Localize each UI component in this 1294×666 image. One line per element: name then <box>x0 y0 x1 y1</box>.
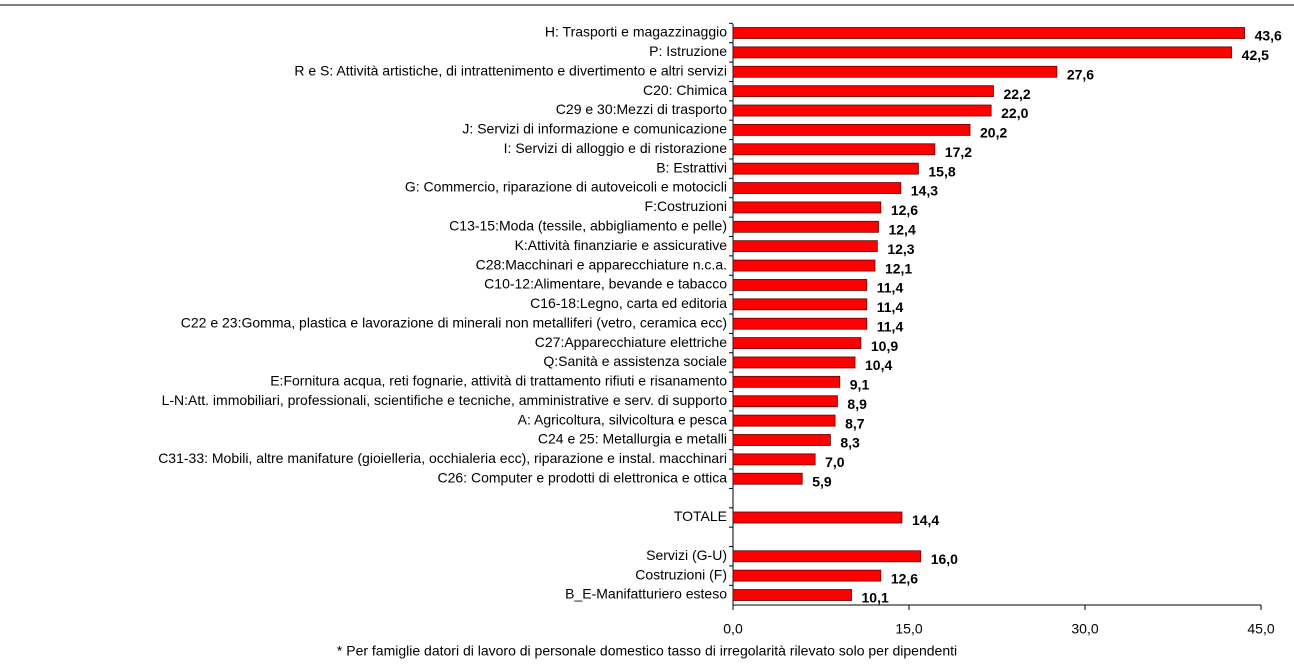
value-label: 42,5 <box>1242 47 1269 63</box>
value-label: 22,2 <box>1003 86 1030 102</box>
bar <box>732 220 879 233</box>
y-tick-label: C28:Macchinari e apparecchiature n.c.a. <box>476 256 727 272</box>
y-tick-label: Costruzioni (F) <box>635 566 727 582</box>
bar <box>732 27 1245 39</box>
value-label: 16,0 <box>931 551 958 567</box>
bar <box>732 46 1233 59</box>
value-label: 10,9 <box>871 338 898 354</box>
y-tick-label: L-N:Att. immobiliari, professionali, sci… <box>162 392 728 408</box>
y-tick-label: C22 e 23:Gomma, plastica e lavorazione d… <box>181 314 727 330</box>
x-tick-label: 30,0 <box>1071 621 1098 637</box>
value-label: 17,2 <box>945 144 972 160</box>
y-tick-label: C10-12:Alimentare, bevande e tabacco <box>484 276 727 292</box>
bar <box>732 143 936 156</box>
y-tick-label: G: Commercio, riparazione di autoveicoli… <box>405 179 727 195</box>
footnote: * Per famiglie datori di lavoro di perso… <box>337 643 957 659</box>
value-label: 8,9 <box>847 396 867 412</box>
bar <box>732 279 868 291</box>
bar <box>732 317 868 330</box>
bar <box>732 569 882 582</box>
y-tick-label: E:Fornitura acqua, reti fognarie, attivi… <box>270 373 727 389</box>
bar <box>732 85 994 98</box>
value-label: 9,1 <box>850 377 870 393</box>
bar <box>732 182 902 194</box>
value-label: 12,1 <box>885 260 912 276</box>
value-label: 22,0 <box>1001 105 1028 121</box>
value-label: 12,6 <box>891 570 918 586</box>
value-label: 12,3 <box>887 241 914 257</box>
y-tick-label: B: Estrattivi <box>656 159 727 175</box>
bar <box>732 434 831 446</box>
y-tick-label: C31-33: Mobili, altre manifature (gioiel… <box>158 450 727 466</box>
value-label: 7,0 <box>825 454 845 470</box>
y-tick-label: Servizi (G-U) <box>646 547 727 563</box>
y-tick-label: B_E-Manifatturiero esteso <box>565 586 727 602</box>
bar <box>732 395 838 408</box>
bar <box>732 104 992 117</box>
value-label: 12,6 <box>891 202 918 218</box>
x-tick-label: 45,0 <box>1247 621 1274 637</box>
bar <box>732 414 836 427</box>
bar <box>732 356 856 369</box>
x-tick-label: 15,0 <box>895 621 922 637</box>
bar <box>732 298 868 311</box>
bar <box>732 201 882 214</box>
y-tick-label: J: Servizi di informazione e comunicazio… <box>462 121 727 137</box>
y-tick-label: TOTALE <box>674 508 727 524</box>
bar <box>732 472 803 485</box>
y-tick-label: C29 e 30:Mezzi di trasporto <box>556 101 727 117</box>
bar <box>732 550 922 563</box>
bar <box>732 259 876 272</box>
bar <box>732 337 862 349</box>
y-tick-label: Q:Sanità e assistenza sociale <box>543 353 727 369</box>
y-tick-label: C16-18:Legno, carta ed editoria <box>530 295 727 311</box>
y-tick-label: H: Trasporti e magazzinaggio <box>545 24 727 40</box>
bar <box>732 375 841 388</box>
bar <box>732 65 1058 78</box>
y-tick-label: F:Costruzioni <box>645 198 727 214</box>
y-tick-label: A: Agricoltura, silvicoltura e pesca <box>518 411 728 427</box>
value-label: 11,4 <box>877 280 904 296</box>
y-tick-label: C24 e 25: Metallurgia e metalli <box>538 431 727 447</box>
value-label: 14,4 <box>912 512 939 528</box>
bar <box>732 589 852 601</box>
value-label: 10,4 <box>865 357 892 373</box>
value-label: 12,4 <box>888 222 915 238</box>
bar <box>732 124 971 136</box>
y-tick-label: P: Istruzione <box>649 43 727 59</box>
value-label: 11,4 <box>877 299 904 315</box>
y-tick-label: R e S: Attività artistiche, di intratten… <box>294 62 727 78</box>
bar <box>732 453 816 466</box>
value-label: 8,7 <box>845 415 865 431</box>
value-label: 15,8 <box>928 163 955 179</box>
y-tick-label: I: Servizi di alloggio e di ristorazione <box>504 140 728 156</box>
y-tick-label: C26: Computer e prodotti di elettronica … <box>438 469 728 485</box>
bar <box>732 511 903 524</box>
value-label: 20,2 <box>980 125 1007 141</box>
value-label: 8,3 <box>840 435 860 451</box>
value-label: 10,1 <box>862 590 889 606</box>
value-label: 5,9 <box>812 473 832 489</box>
y-tick-label: C27:Apparecchiature elettriche <box>535 334 727 350</box>
y-tick-label: C13-15:Moda (tessile, abbigliamento e pe… <box>449 218 727 234</box>
x-tick-label: 0,0 <box>723 621 743 637</box>
bar <box>732 240 878 253</box>
value-label: 14,3 <box>911 183 938 199</box>
value-label: 43,6 <box>1255 28 1282 44</box>
y-tick-label: C20: Chimica <box>643 82 727 98</box>
value-label: 27,6 <box>1067 66 1094 82</box>
value-label: 11,4 <box>877 318 904 334</box>
y-tick-label: K:Attività finanziarie e assicurative <box>515 237 728 253</box>
bar <box>732 162 919 175</box>
